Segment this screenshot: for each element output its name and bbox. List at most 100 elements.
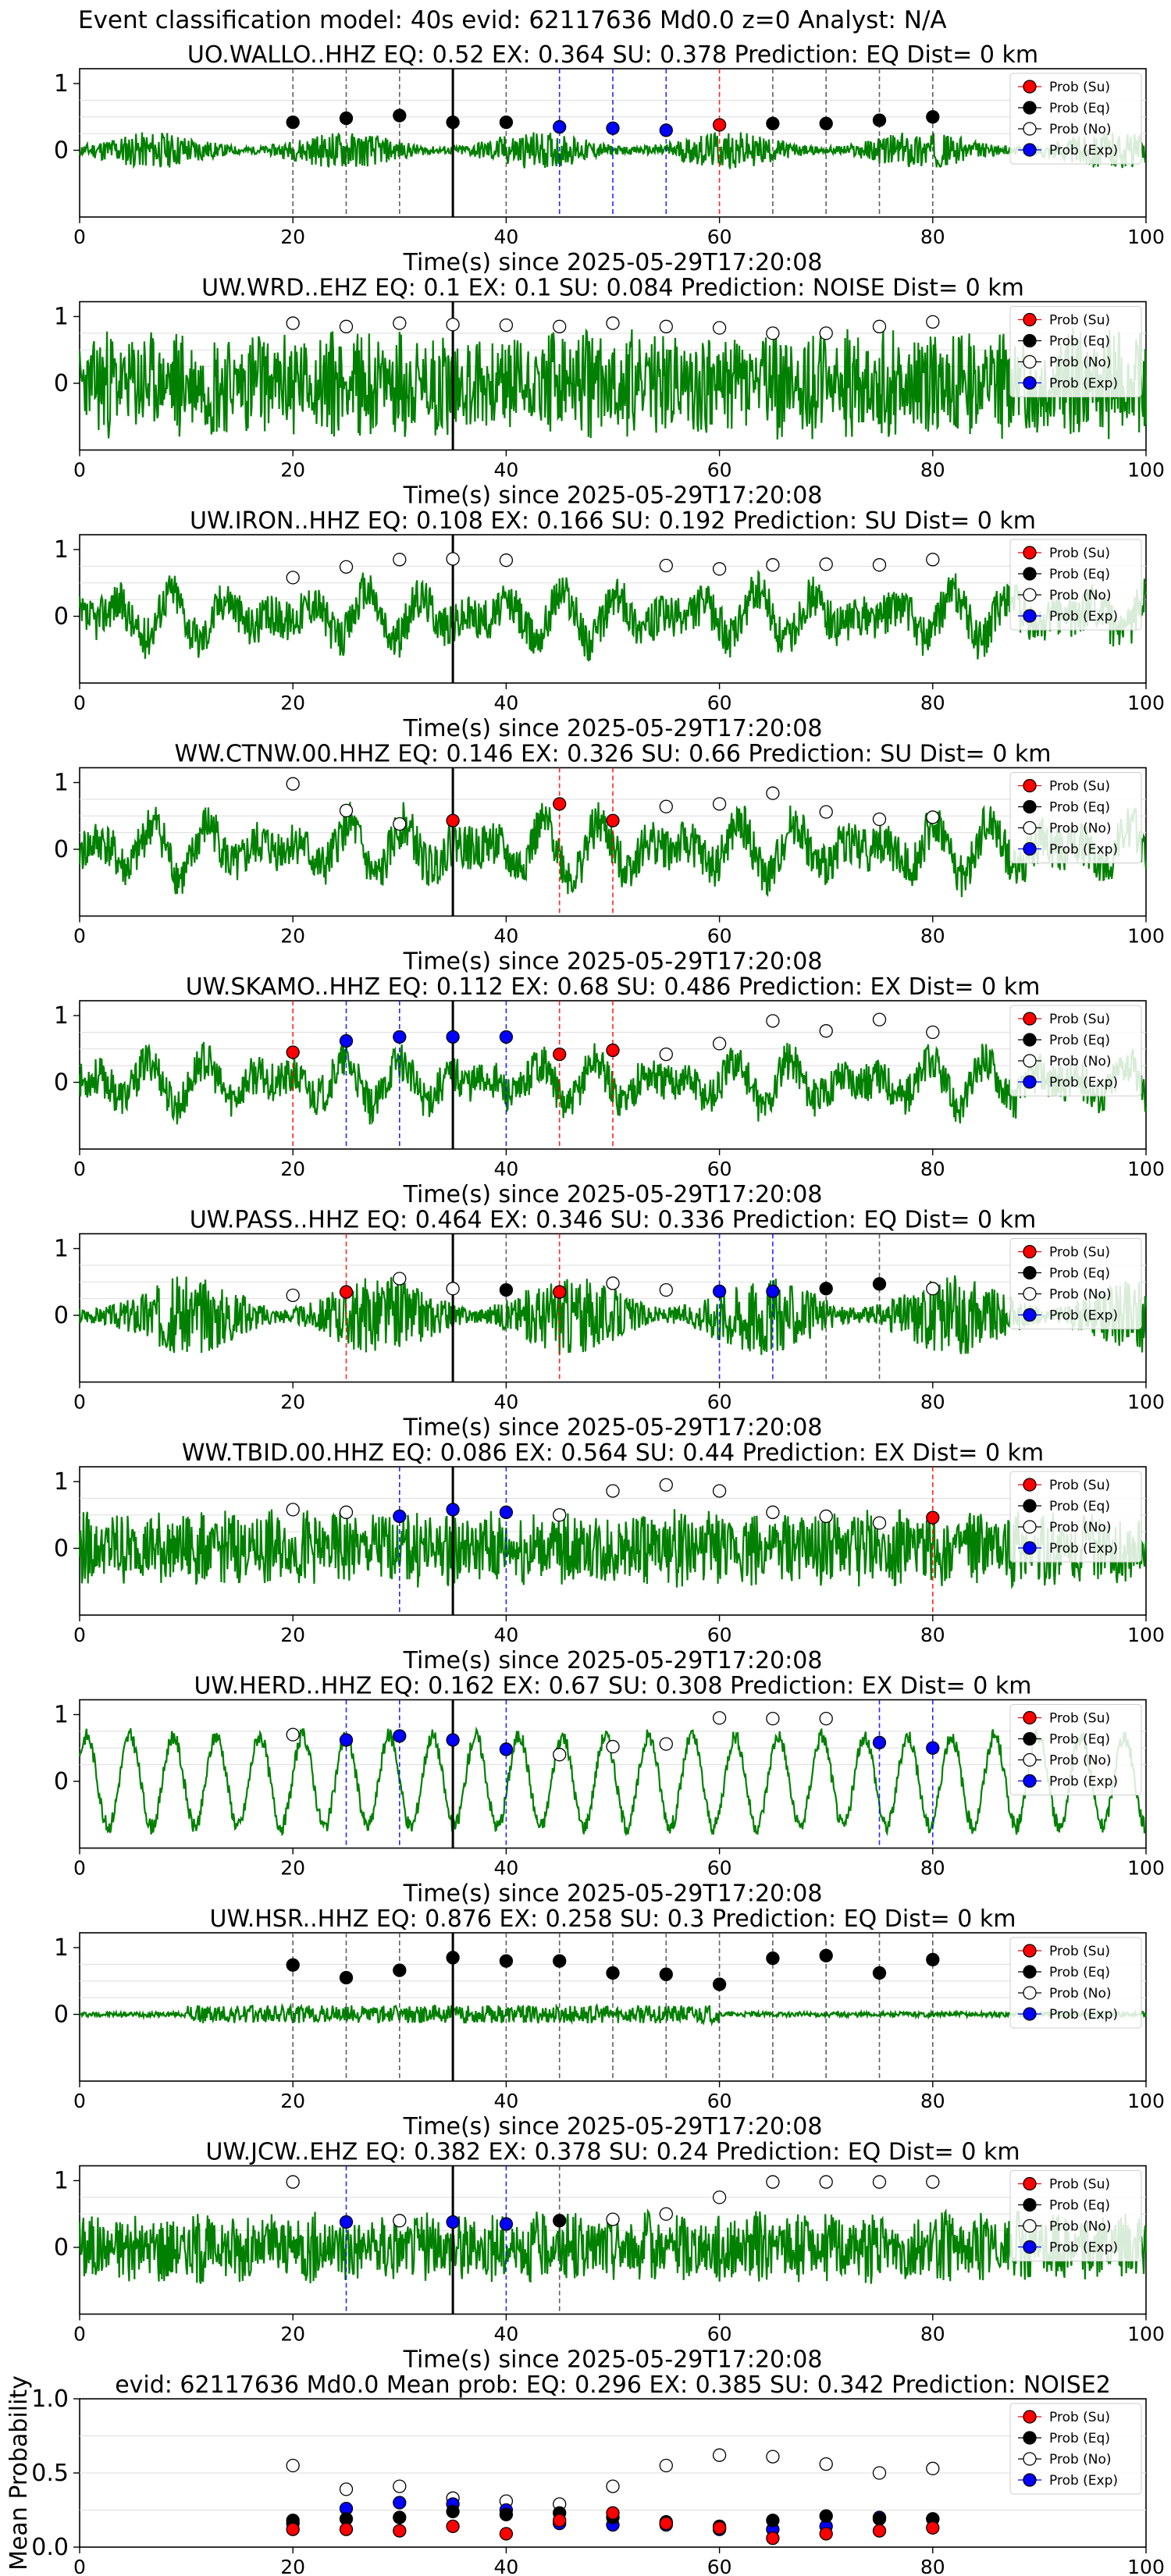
waveform-trace	[78, 2208, 1148, 2284]
x-axis-label: Time(s) since 2025-05-29T17:20:08	[403, 2347, 823, 2374]
panel-6: WW.TBID.00.HHZ EQ: 0.086 EX: 0.564 SU: 0…	[54, 1439, 1165, 1674]
xtick-label: 40	[493, 459, 518, 482]
prob-marker-no	[712, 797, 727, 811]
legend-label-eq: Prob (Eq)	[1049, 1732, 1110, 1748]
prob-marker-no	[659, 2207, 673, 2221]
xtick-label: 100	[1127, 459, 1165, 482]
legend-marker-eq	[1023, 101, 1037, 115]
ytick-label: 0	[54, 1069, 69, 1097]
legend-label-su: Prob (Su)	[1049, 2410, 1110, 2425]
legend-label-exp: Prob (Exp)	[1049, 143, 1118, 158]
prob-marker-no	[819, 805, 833, 819]
legend-box	[1009, 539, 1142, 631]
prob-marker-no	[553, 1748, 567, 1762]
prob-marker-eq	[819, 2509, 833, 2523]
legend-marker-exp	[1023, 2007, 1037, 2021]
xtick-label: 40	[493, 2556, 518, 2576]
legend-label-eq: Prob (Eq)	[1049, 2198, 1110, 2214]
prob-marker-no	[659, 558, 673, 573]
prob-marker-no	[872, 558, 887, 572]
prob-marker-no	[606, 2479, 620, 2493]
prob-marker-no	[766, 2175, 780, 2189]
prob-marker-eq	[819, 1282, 833, 1296]
prob-marker-exp	[393, 2496, 407, 2510]
legend-marker-eq	[1023, 1965, 1037, 1979]
legend-box	[1009, 1704, 1142, 1795]
prob-marker-no	[926, 1025, 940, 1040]
panel-title: UW.PASS..HHZ EQ: 0.464 EX: 0.346 SU: 0.3…	[190, 1207, 1037, 1234]
prob-marker-eq	[499, 1283, 514, 1297]
legend: Prob (Su) Prob (Eq) Prob (No) Prob (Exp)	[1009, 1471, 1142, 1563]
legend-label-exp: Prob (Exp)	[1049, 1308, 1118, 1324]
prob-marker-exp	[446, 1733, 460, 1747]
xtick-label: 80	[920, 2556, 945, 2576]
legend-box	[1009, 2403, 1142, 2495]
legend-marker-su	[1023, 1244, 1037, 1259]
prob-marker-no	[766, 326, 780, 340]
prob-marker-eq	[339, 1970, 354, 1985]
axes-frame	[79, 1233, 1147, 1383]
legend: Prob (Su) Prob (Eq) Prob (No) Prob (Exp)	[1009, 1005, 1142, 1097]
panel-5: UW.PASS..HHZ EQ: 0.464 EX: 0.346 SU: 0.3…	[54, 1207, 1165, 1442]
xtick-label: 80	[920, 1624, 945, 1646]
prob-marker-no	[819, 326, 833, 340]
x-axis-label: Time(s) since 2025-05-29T17:20:08	[403, 1880, 823, 1908]
xtick-label: 20	[280, 925, 305, 948]
legend-marker-no	[1023, 122, 1037, 136]
prob-marker-exp	[339, 1034, 354, 1048]
ytick-label: 0	[54, 1302, 69, 1329]
legend-marker-eq	[1023, 333, 1037, 348]
prob-marker-no	[872, 1516, 887, 1530]
prob-marker-no	[339, 560, 354, 574]
prob-marker-no	[286, 1727, 300, 1742]
legend-marker-exp	[1023, 375, 1037, 390]
prob-marker-no	[393, 2479, 407, 2493]
xtick-label: 60	[707, 925, 732, 948]
prob-marker-no	[819, 2457, 833, 2471]
prob-marker-eq	[819, 1948, 833, 1962]
legend-marker-exp	[1023, 2240, 1037, 2254]
prob-marker-no	[446, 318, 460, 332]
xtick-label: 20	[280, 1857, 305, 1880]
legend: Prob (Su) Prob (Eq) Prob (No) Prob (Exp)	[1009, 1704, 1142, 1795]
legend-box	[1009, 1238, 1142, 1329]
prob-marker-exp	[499, 1505, 514, 1519]
legend-marker-su	[1023, 1944, 1037, 1958]
prob-marker-eq	[339, 111, 354, 126]
panel-4: UW.SKAMO..HHZ EQ: 0.112 EX: 0.68 SU: 0.4…	[54, 973, 1165, 1208]
legend-marker-eq	[1023, 1499, 1037, 1513]
legend-label-no: Prob (No)	[1049, 1287, 1112, 1303]
xtick-label: 0	[73, 226, 86, 248]
prob-marker-no	[339, 319, 354, 333]
x-axis-label: Time(s) since 2025-05-29T17:20:08	[403, 715, 823, 742]
x-axis-label: Time(s) since 2025-05-29T17:20:08	[403, 948, 823, 976]
prob-marker-no	[393, 2214, 407, 2228]
legend-label-su: Prob (Su)	[1049, 1944, 1110, 1959]
prob-marker-no	[606, 1276, 620, 1290]
waveform-trace	[78, 1726, 1147, 1837]
prob-marker-exp	[499, 1030, 514, 1044]
prob-marker-eq	[499, 1954, 514, 1968]
legend-marker-no	[1023, 1520, 1037, 1534]
prob-marker-no	[286, 316, 300, 330]
prob-marker-no	[286, 2175, 300, 2189]
prob-marker-su	[286, 2522, 300, 2536]
prob-marker-su	[712, 2521, 727, 2535]
xtick-label: 100	[1127, 692, 1165, 714]
prob-marker-no	[286, 1503, 300, 1517]
ytick-label: 1	[54, 1702, 69, 1729]
xtick-label: 0	[73, 925, 86, 948]
prob-marker-no	[712, 1711, 727, 1725]
prob-marker-eq	[766, 116, 780, 130]
legend-label-eq: Prob (Eq)	[1049, 800, 1110, 816]
legend: Prob (Su) Prob (Eq) Prob (No) Prob (Exp)	[1009, 306, 1142, 397]
xtick-label: 80	[920, 692, 945, 714]
ytick-label: 0	[54, 1768, 69, 1795]
prob-marker-no	[766, 1014, 780, 1028]
xtick-label: 80	[920, 226, 945, 248]
figure-title: Event classification model: 40s evid: 62…	[78, 6, 947, 34]
prob-marker-su	[606, 1043, 620, 1058]
legend-label-no: Prob (No)	[1049, 122, 1112, 137]
legend-marker-exp	[1023, 841, 1037, 856]
prob-marker-eq	[446, 2504, 460, 2519]
